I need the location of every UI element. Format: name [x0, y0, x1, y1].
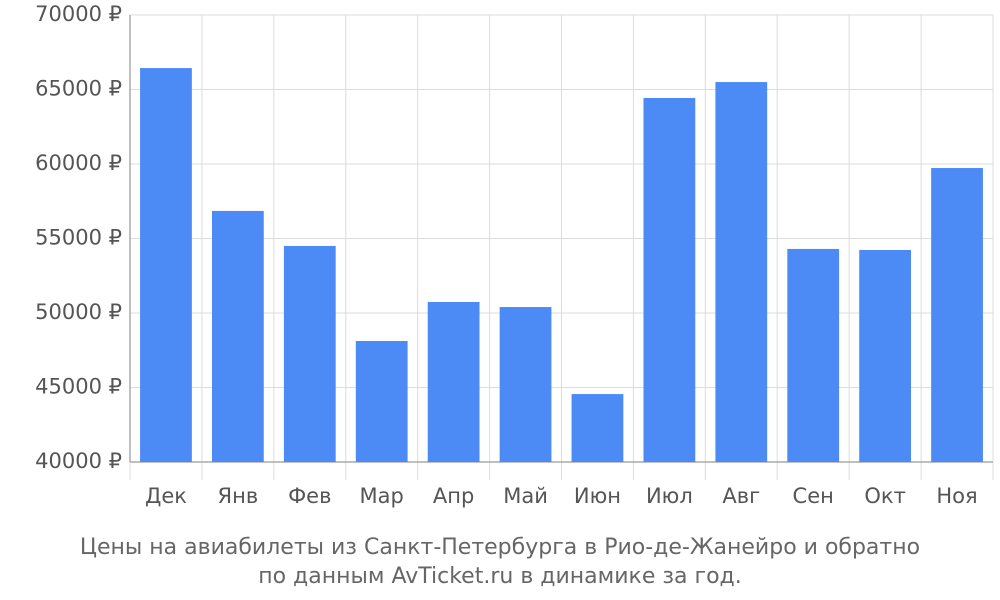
x-tick-label: Июн	[574, 484, 621, 508]
bar	[859, 249, 912, 462]
y-tick-label: 70000 ₽	[35, 2, 122, 26]
x-tick-label: Дек	[145, 484, 187, 508]
bar	[355, 341, 408, 462]
y-tick-label: 50000 ₽	[35, 300, 122, 324]
y-tick-label: 40000 ₽	[35, 449, 122, 473]
x-tick-label: Янв	[218, 484, 259, 508]
bar	[283, 245, 336, 462]
bar	[571, 394, 624, 462]
bar	[787, 248, 840, 462]
x-tick-label: Ноя	[936, 484, 977, 508]
x-tick-label: Июл	[646, 484, 693, 508]
y-tick-label: 45000 ₽	[35, 375, 122, 399]
x-tick-label: Фев	[288, 484, 331, 508]
x-tick-label: Авг	[722, 484, 760, 508]
x-tick-label: Апр	[433, 484, 474, 508]
x-tick-label: Май	[503, 484, 548, 508]
x-tick-label: Окт	[864, 484, 905, 508]
bar	[211, 210, 264, 462]
x-tick-label: Сен	[793, 484, 834, 508]
x-tick-label: Мар	[360, 484, 404, 508]
y-tick-label: 55000 ₽	[35, 226, 122, 250]
bar	[427, 301, 480, 462]
chart-title: по данным AvTicket.ru в динамике за год.	[258, 564, 742, 589]
y-tick-label: 65000 ₽	[35, 77, 122, 101]
bar	[499, 307, 552, 462]
bar	[715, 82, 768, 463]
bar	[931, 168, 983, 462]
bar	[643, 97, 696, 463]
chart-title: Цены на авиабилеты из Санкт-Петербурга в…	[80, 535, 920, 560]
y-tick-label: 60000 ₽	[35, 151, 122, 175]
bar	[140, 68, 192, 462]
